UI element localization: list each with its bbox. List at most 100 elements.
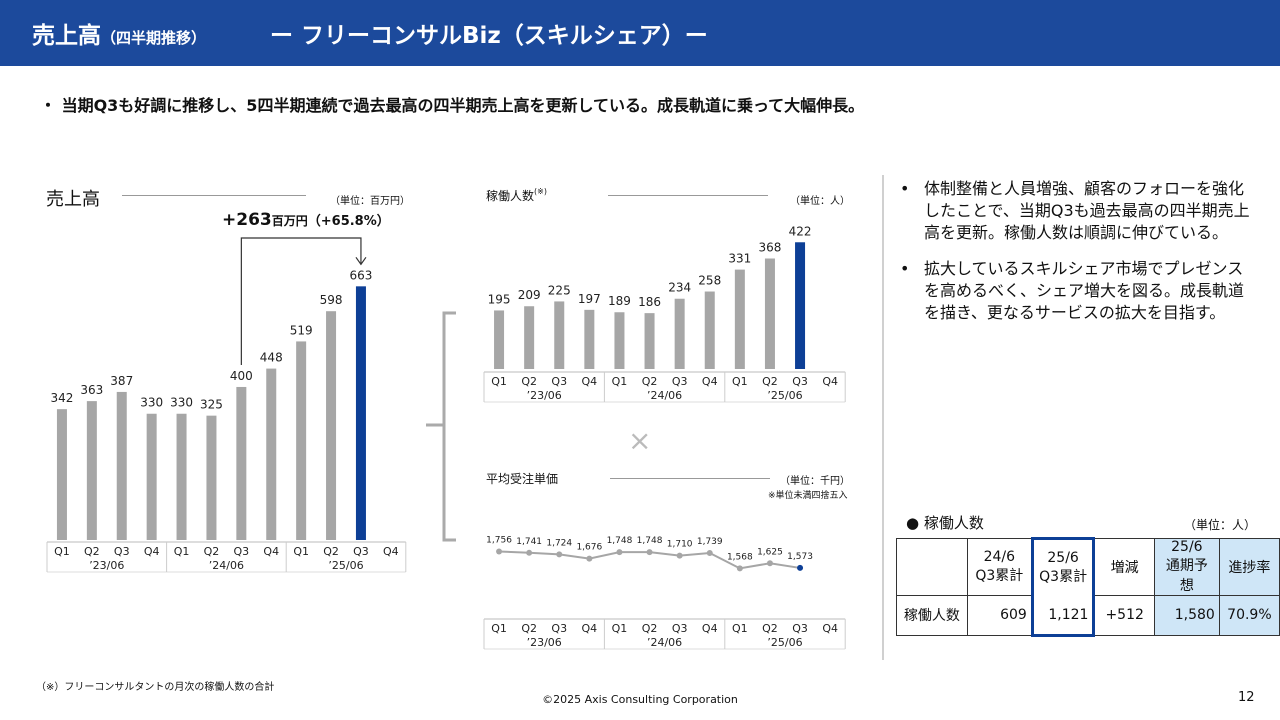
workers-bar xyxy=(795,242,806,369)
price-data-label: 1,568 xyxy=(727,552,753,562)
workers-data-label: 186 xyxy=(638,295,661,309)
price-point xyxy=(736,565,743,572)
table-unit: （単位：人） xyxy=(1184,518,1257,532)
workers-data-label: 331 xyxy=(728,252,751,266)
sales-bar xyxy=(206,415,217,540)
price-data-label: 1,676 xyxy=(576,543,602,553)
price-quarter-label: Q3 xyxy=(672,622,688,635)
workers-quarter-label: Q2 xyxy=(762,375,778,388)
times-symbol: × xyxy=(628,424,652,457)
price-year-label: ’24/06 xyxy=(647,636,682,649)
workers-title-rule xyxy=(608,195,768,196)
price-data-label: 1,724 xyxy=(546,538,572,548)
sales-quarter-label: Q4 xyxy=(263,545,279,558)
table-col-prev: 24/6 Q3累計 xyxy=(966,538,1033,596)
header-bar: 売上高（四半期推移） ー フリーコンサルBiz（スキルシェア）ー xyxy=(0,0,1280,66)
sales-bar xyxy=(56,409,67,540)
sales-data-label: 448 xyxy=(260,351,283,365)
workers-data-label: 368 xyxy=(758,240,781,254)
workers-quarter-label: Q4 xyxy=(702,375,718,388)
table-row-label: 稼働人数 xyxy=(896,595,968,636)
page-title-note: （四半期推移） xyxy=(101,29,207,47)
workers-bar xyxy=(734,269,745,369)
price-point xyxy=(676,552,683,559)
workers-chart-unit: （単位：人） xyxy=(790,196,850,207)
lead-text: ・ 当期Q3も好調に推移し、5四半期連続で過去最高の四半期売上高を更新している。… xyxy=(40,96,865,115)
price-point xyxy=(646,549,653,556)
price-data-label: 1,741 xyxy=(516,537,542,547)
table-cell-current: 1,121 xyxy=(1030,595,1096,637)
sales-bar xyxy=(296,341,307,540)
workers-quarter-label: Q1 xyxy=(732,375,748,388)
sales-quarter-label: Q1 xyxy=(174,545,190,558)
sales-quarter-label: Q3 xyxy=(353,545,369,558)
sales-quarter-label: Q2 xyxy=(84,545,100,558)
workers-year-label: ’23/06 xyxy=(527,389,562,402)
sales-quarter-label: Q1 xyxy=(293,545,309,558)
growth-arrow-head xyxy=(355,256,367,266)
price-year-label: ’23/06 xyxy=(527,636,562,649)
sales-title-rule xyxy=(122,195,306,196)
price-chart-note: ※単位未満四捨五入 xyxy=(768,491,848,501)
price-quarter-label: Q4 xyxy=(822,622,838,635)
workers-bar xyxy=(584,309,595,369)
price-data-label: 1,710 xyxy=(667,540,693,550)
workers-data-label: 225 xyxy=(548,283,571,297)
price-quarter-label: Q1 xyxy=(732,622,748,635)
sales-data-label: 342 xyxy=(50,391,73,405)
sales-bar xyxy=(176,413,187,540)
workers-quarter-label: Q4 xyxy=(582,375,598,388)
sales-quarter-label: Q4 xyxy=(144,545,160,558)
sales-chart-title: 売上高 xyxy=(46,189,100,210)
sales-bar xyxy=(236,386,247,540)
workers-quarter-label: Q2 xyxy=(521,375,537,388)
price-point xyxy=(556,551,563,558)
sales-quarter-label: Q1 xyxy=(54,545,70,558)
footnote: （※）フリーコンサルタントの月次の稼働人数の合計 xyxy=(36,682,275,693)
workers-year-label: ’24/06 xyxy=(647,389,682,402)
workers-bar xyxy=(644,313,655,369)
vertical-divider xyxy=(882,175,884,660)
workers-data-label: 189 xyxy=(608,294,631,308)
commentary-item: • 拡大しているスキルシェア市場でプレゼンスを高めるべく、シェア増大を図る。成長軌… xyxy=(900,259,1245,322)
price-chart-unit: （単位：千円） xyxy=(780,476,850,487)
sales-bar xyxy=(116,391,127,540)
workers-bar xyxy=(704,291,715,369)
table-cell-progress: 70.9% xyxy=(1218,595,1280,636)
commentary: • 体制整備と人員増強、顧客のフォローを強化したことで、当期Q3も過去最高の四半期… xyxy=(900,178,1250,338)
sales-data-label: 519 xyxy=(290,323,313,337)
price-data-label: 1,748 xyxy=(637,536,663,546)
workers-quarter-label: Q1 xyxy=(612,375,628,388)
workers-quarter-label: Q4 xyxy=(822,375,838,388)
price-quarter-label: Q2 xyxy=(642,622,658,635)
table-header-row: 24/6 Q3累計 25/6 Q3累計 増減 25/6 通期予想 進捗率 xyxy=(896,537,1280,596)
copyright: ©2025 Axis Consulting Corporation xyxy=(542,693,738,706)
price-data-label: 1,573 xyxy=(787,552,813,562)
price-point xyxy=(586,555,593,562)
price-title-rule xyxy=(610,478,770,479)
workers-bar xyxy=(614,312,625,369)
sales-bar xyxy=(86,401,97,540)
table-cell-forecast: 1,580 xyxy=(1153,595,1220,636)
sales-year-label: ’23/06 xyxy=(89,559,124,572)
sales-bar xyxy=(326,311,337,540)
table-cell-prev: 609 xyxy=(966,595,1033,636)
sales-data-label: 330 xyxy=(140,396,163,410)
price-point xyxy=(706,549,713,556)
sales-bar xyxy=(355,286,366,540)
price-data-label: 1,756 xyxy=(486,535,512,545)
price-chart-title: 平均受注単価 xyxy=(486,472,559,486)
page-number: 12 xyxy=(1238,690,1255,705)
price-quarter-label: Q1 xyxy=(491,622,507,635)
commentary-item: • 体制整備と人員増強、顧客のフォローを強化したことで、当期Q3も過去最高の四半期… xyxy=(900,179,1250,242)
price-quarter-label: Q3 xyxy=(792,622,808,635)
sales-chart-unit: （単位：百万円） xyxy=(330,196,410,207)
workers-data-label: 422 xyxy=(789,224,812,238)
table-corner xyxy=(896,538,968,596)
workers-quarter-label: Q1 xyxy=(491,375,507,388)
sales-year-label: ’25/06 xyxy=(328,559,363,572)
table-cell-diff: +512 xyxy=(1093,595,1155,636)
price-point xyxy=(797,564,804,571)
sales-data-label: 325 xyxy=(200,398,223,412)
price-quarter-label: Q4 xyxy=(582,622,598,635)
